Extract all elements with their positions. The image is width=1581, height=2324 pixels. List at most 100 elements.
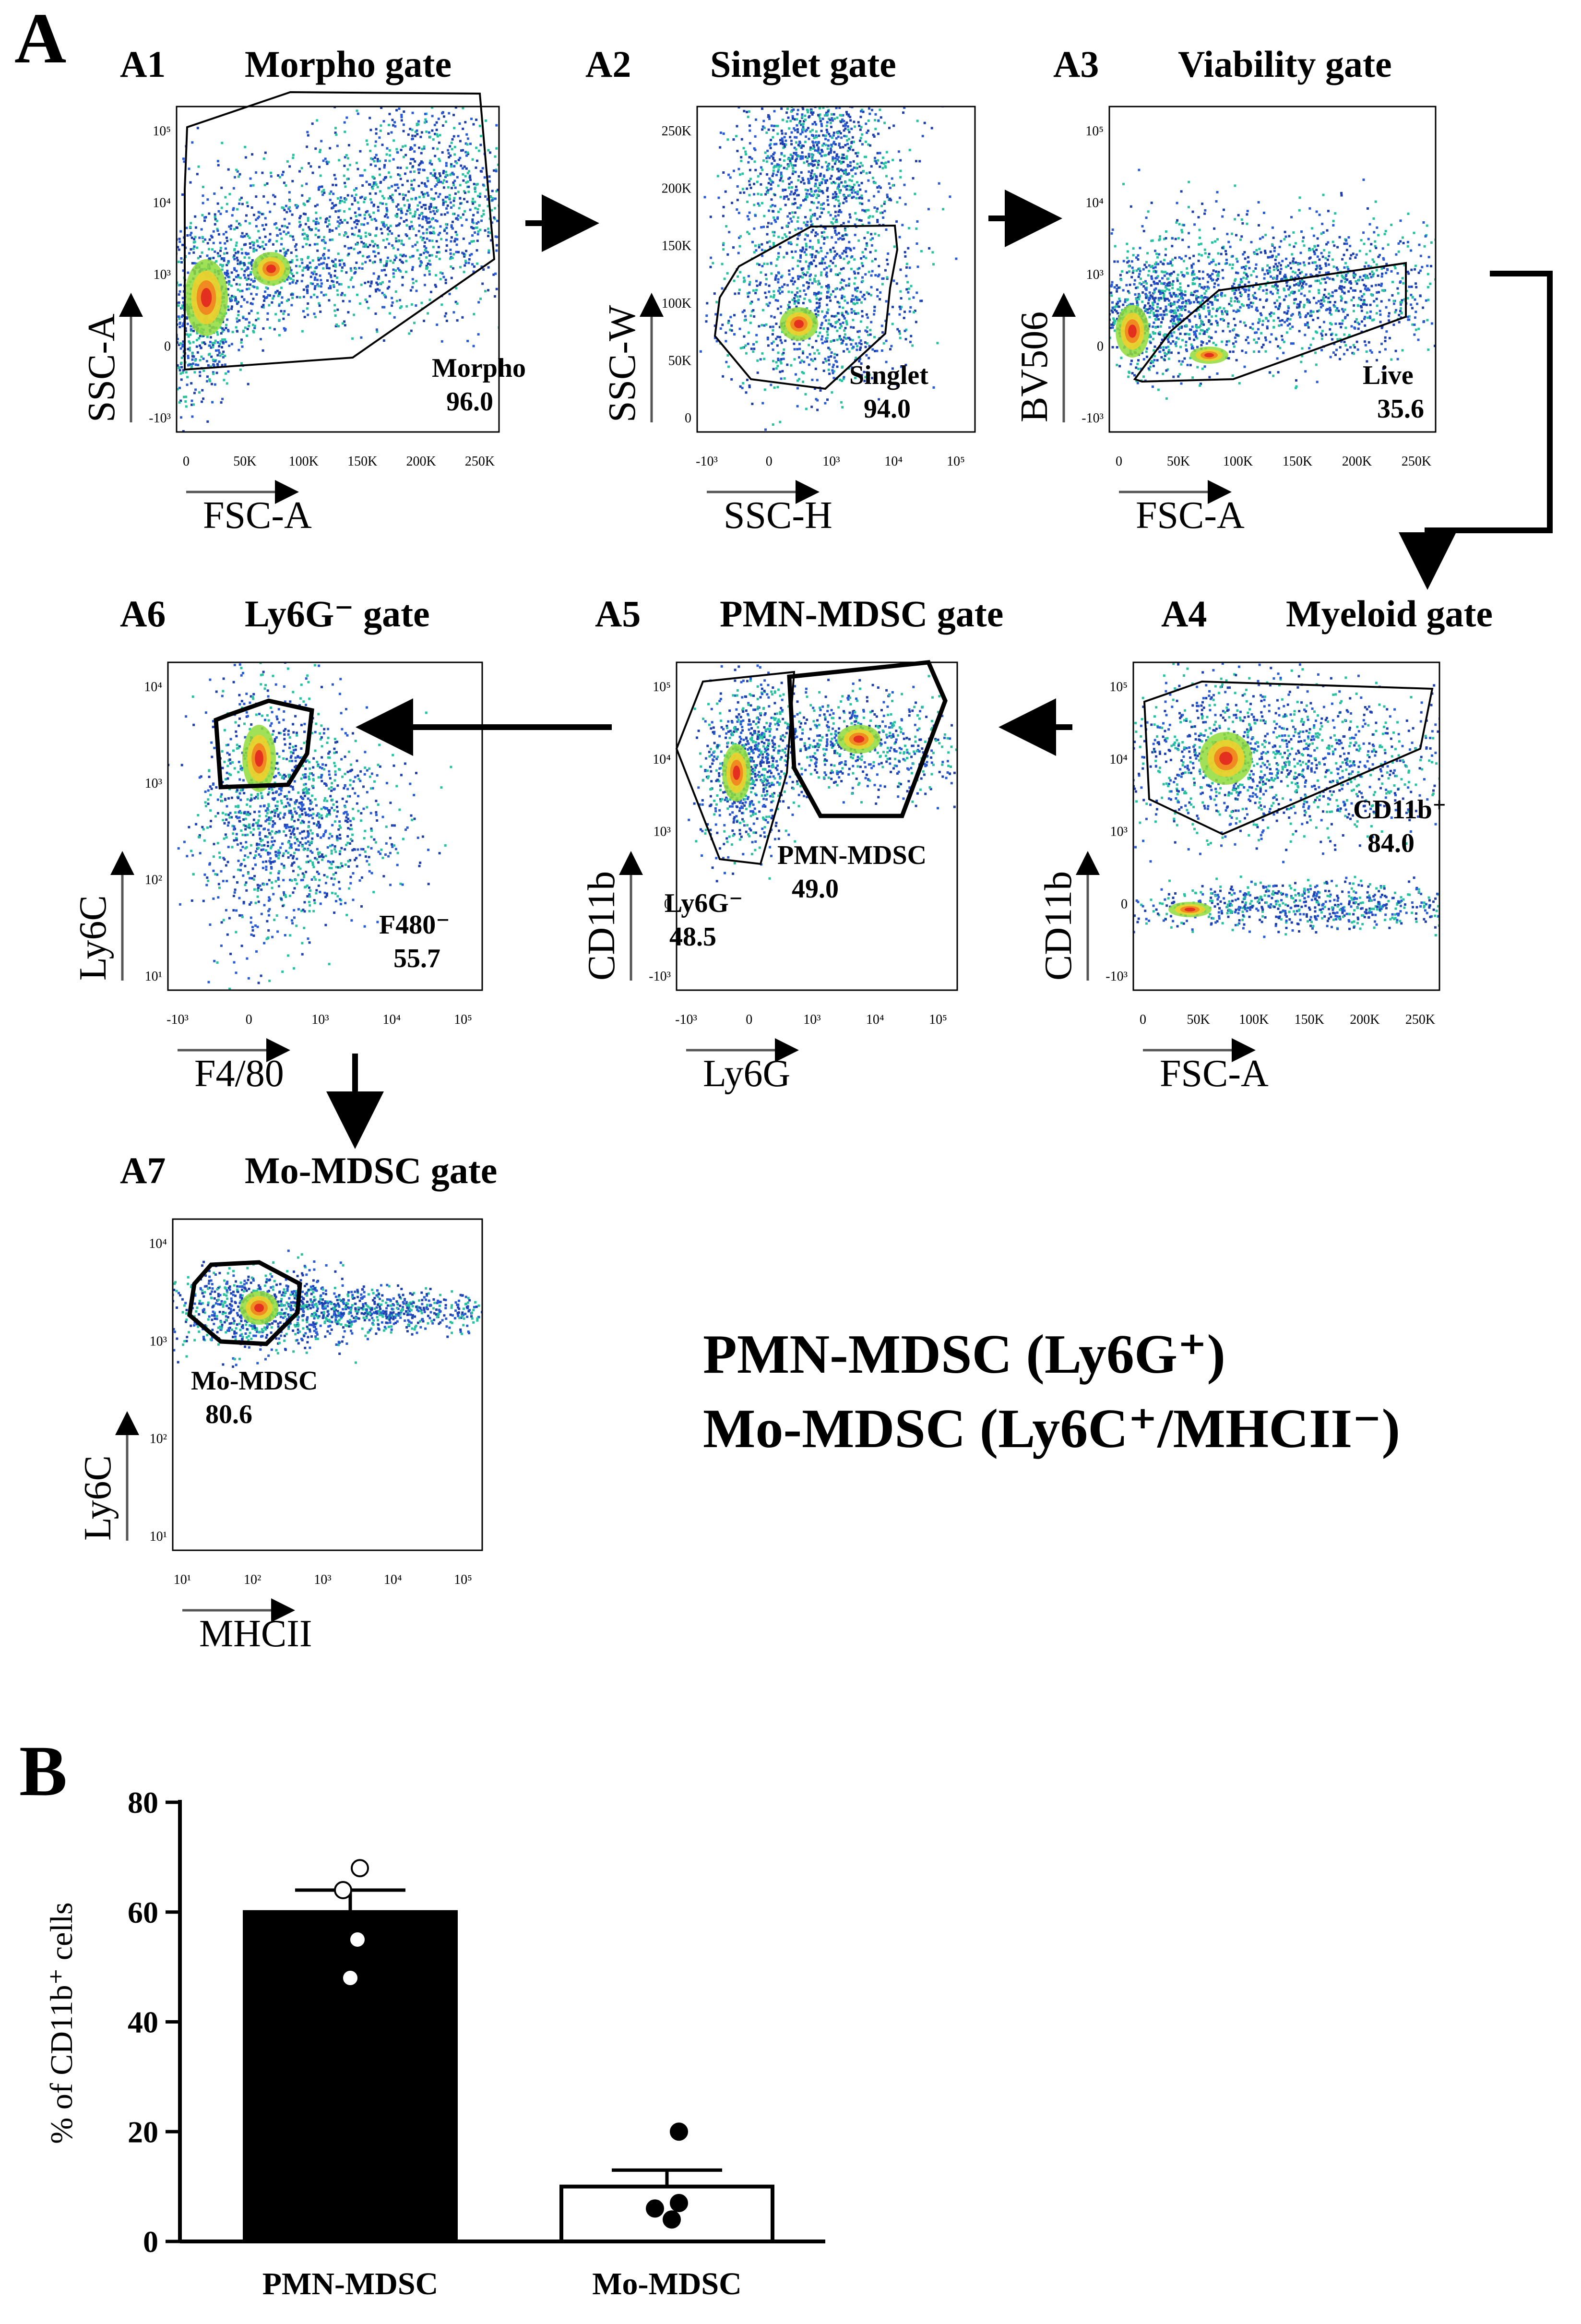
- plot-title: Myeloid gate: [1286, 593, 1493, 635]
- y-tick-label: 10³: [154, 267, 171, 282]
- x-tick-label: 10⁴: [384, 1572, 402, 1587]
- x-tick-label: -10³: [675, 1012, 697, 1027]
- plot-title: Mo-MDSC gate: [245, 1150, 497, 1191]
- x-tick-label: 150K: [347, 454, 377, 469]
- x-axis-label: FSC-A: [203, 494, 312, 537]
- y-axis-label: CD11b: [1037, 871, 1080, 981]
- plot-title: Viability gate: [1178, 43, 1392, 85]
- x-tick-label: 250K: [465, 454, 495, 469]
- data-point: [647, 2200, 663, 2216]
- x-tick-label: 10¹: [174, 1572, 191, 1587]
- y-axis-label: CD11b: [581, 871, 623, 981]
- x-tick-label: 10⁵: [454, 1012, 472, 1027]
- plot-title: Ly6G⁻ gate: [245, 593, 430, 635]
- plot-title: Singlet gate: [710, 43, 896, 85]
- x-tick-label: 50K: [1167, 454, 1190, 469]
- data-point: [335, 1882, 351, 1898]
- bar-y-tick-label: 20: [128, 2115, 158, 2149]
- x-tick-label: 10³: [822, 454, 840, 469]
- y-tick-label: 10²: [150, 1432, 167, 1447]
- x-tick-label: 10⁵: [929, 1012, 947, 1027]
- bar-category-label: PMN-MDSC: [262, 2266, 439, 2301]
- data-point: [342, 1970, 358, 1986]
- y-tick-label: 0: [1121, 897, 1128, 911]
- y-tick-label: 10³: [1110, 825, 1128, 839]
- y-tick-label: 200K: [662, 181, 691, 196]
- gate-name: Mo-MDSC: [191, 1366, 318, 1396]
- y-tick-label: -10³: [149, 411, 171, 426]
- y-tick-label: 10⁴: [1085, 196, 1104, 211]
- y-tick-label: 10¹: [150, 1529, 167, 1544]
- flow-arrows: [355, 218, 1550, 1138]
- x-axis-label: F4/80: [194, 1053, 284, 1095]
- y-tick-label: 10⁴: [1109, 752, 1128, 767]
- plot-title: PMN-MDSC gate: [720, 593, 1003, 635]
- bar-category-label: Mo-MDSC: [592, 2266, 742, 2301]
- plot-tag: A1: [120, 43, 166, 85]
- x-axis-label: MHCII: [199, 1613, 312, 1655]
- y-tick-label: 10³: [150, 1334, 167, 1349]
- panel-letter-a: A: [14, 0, 66, 78]
- y-tick-label: 0: [164, 339, 171, 354]
- x-tick-label: 0: [746, 1012, 752, 1027]
- gate-name: Live: [1363, 360, 1414, 390]
- x-tick-label: 50K: [1187, 1012, 1210, 1027]
- plot-a5-frame: [677, 662, 957, 990]
- x-tick-label: 100K: [289, 454, 319, 469]
- y-axis-label: BV506: [1013, 311, 1056, 422]
- x-tick-label: 200K: [406, 454, 436, 469]
- y-tick-label: 250K: [662, 124, 691, 139]
- bar-y-tick-label: 60: [128, 1895, 158, 1929]
- x-tick-label: 100K: [1223, 454, 1253, 469]
- y-tick-label: -10³: [1106, 969, 1128, 984]
- panel-letter-b: B: [19, 1731, 67, 1811]
- plot-tag: A6: [120, 593, 166, 635]
- y-tick-label: 10⁴: [153, 196, 171, 211]
- gate-value: 49.0: [792, 874, 839, 904]
- y-tick-label: 10³: [1086, 267, 1104, 282]
- x-tick-label: 0: [183, 454, 190, 469]
- y-tick-label: 10⁴: [144, 680, 162, 695]
- gate-a1: [185, 92, 494, 370]
- gate-value: 96.0: [446, 387, 493, 417]
- x-axis-label: Ly6G: [703, 1053, 790, 1095]
- x-tick-label: 10³: [803, 1012, 820, 1027]
- y-axis-label: SSC-W: [601, 305, 643, 422]
- gate-name: Morpho: [432, 353, 526, 383]
- x-tick-label: -10³: [166, 1012, 189, 1027]
- data-point: [349, 1931, 366, 1948]
- bar-pmn-mdsc: [245, 1912, 456, 2241]
- bar-y-axis-label: % of CD11b⁺ cells: [44, 1902, 79, 2144]
- y-tick-label: 10⁵: [153, 124, 171, 139]
- plot-a7-events: [139, 1250, 530, 1368]
- plot-tag: A7: [120, 1150, 166, 1191]
- plot-tag: A2: [585, 43, 631, 85]
- y-tick-label: 10⁴: [149, 1236, 167, 1251]
- data-point: [352, 1860, 368, 1876]
- x-tick-label: 10⁴: [866, 1012, 884, 1027]
- y-tick-label: -10³: [1082, 411, 1104, 426]
- y-tick-label: 10⁵: [653, 680, 671, 695]
- plot-tag: A3: [1053, 43, 1099, 85]
- x-tick-label: 50K: [233, 454, 256, 469]
- arrow-a3-a4: [1427, 274, 1550, 578]
- x-tick-label: 150K: [1295, 1012, 1324, 1027]
- bar-y-tick-label: 80: [128, 1785, 158, 1820]
- x-tick-label: -10³: [696, 454, 718, 469]
- x-axis-label: FSC-A: [1136, 494, 1245, 537]
- y-tick-label: 10²: [145, 873, 162, 887]
- y-axis-label: Ly6C: [72, 895, 114, 981]
- x-tick-label: 0: [1140, 1012, 1146, 1027]
- y-tick-label: 10⁴: [653, 752, 671, 767]
- y-tick-label: -10³: [649, 969, 671, 984]
- y-tick-label: 10⁵: [1109, 680, 1128, 695]
- data-point: [671, 2195, 687, 2211]
- x-tick-label: 150K: [1283, 454, 1312, 469]
- x-tick-label: 0: [246, 1012, 252, 1027]
